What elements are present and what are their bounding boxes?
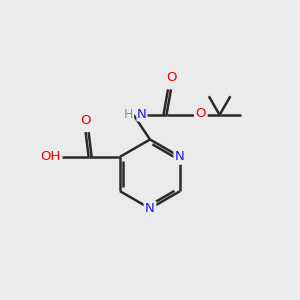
Text: OH: OH: [40, 150, 61, 163]
Text: H: H: [124, 108, 134, 122]
Text: O: O: [80, 114, 91, 127]
Text: N: N: [145, 202, 155, 215]
Text: O: O: [166, 71, 176, 84]
Text: O: O: [196, 107, 206, 120]
Text: N: N: [137, 108, 147, 121]
Text: N: N: [175, 150, 185, 163]
